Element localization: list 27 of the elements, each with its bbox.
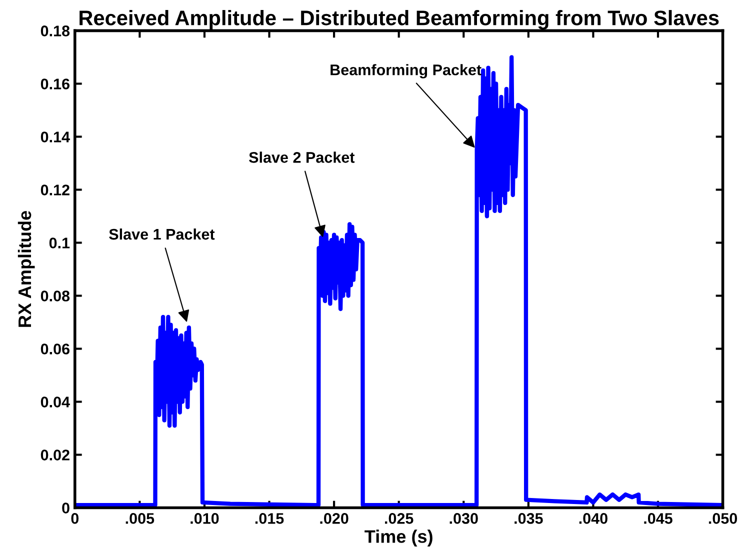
x-tick-label: .025 (385, 513, 414, 524)
y-tick-label: 0.06 (40, 344, 70, 354)
chart-title: Received Amplitude – Distributed Beamforming from Two Slaves (80, 10, 719, 30)
y-tick-label: 0.16 (40, 78, 70, 90)
y-tick-label: 0.1 (49, 238, 70, 248)
x-tick-label: .040 (579, 513, 608, 524)
y-tick-label: 0.18 (40, 26, 70, 36)
x-tick-label: .015 (255, 513, 284, 524)
x-tick-label: .050 (708, 513, 738, 524)
y-axis-title: RX Amplitude (18, 211, 35, 327)
x-tick-label: .010 (190, 513, 219, 524)
y-tick-label: 0.12 (40, 184, 70, 196)
annotation: Slave 1 Packet (109, 228, 215, 240)
y-tick-label: 0 (62, 502, 70, 514)
x-tick-label: .035 (514, 513, 543, 524)
annotation: Slave 2 Packet (249, 152, 355, 163)
x-axis-title: Time (s) (364, 530, 432, 546)
x-tick-label: .020 (320, 513, 348, 524)
y-tick-label: 0.14 (40, 132, 70, 142)
y-tick-label: 0.02 (40, 450, 70, 460)
x-tick-label: .045 (644, 513, 672, 524)
x-tick-label: 0 (71, 513, 79, 524)
y-tick-label: 0.04 (40, 396, 70, 408)
y-tick-label: 0.08 (40, 290, 70, 302)
x-tick-label: .005 (126, 513, 154, 524)
annotation: Beamforming Packet (330, 64, 482, 78)
x-tick-label: .030 (450, 513, 478, 524)
